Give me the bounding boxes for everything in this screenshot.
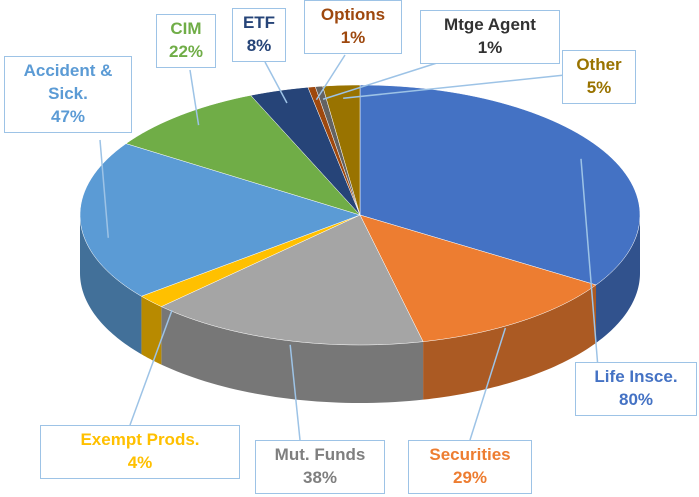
leader-line: [322, 61, 441, 100]
value-label: 8%: [246, 35, 272, 55]
slice-label: Mtge Agent 1%: [420, 10, 560, 64]
slice-side: [141, 296, 162, 365]
slice: [125, 95, 361, 216]
slice-side: [596, 215, 640, 343]
category-name: CIM: [170, 19, 202, 38]
leader-line: [189, 69, 200, 126]
slice: [359, 84, 641, 286]
value-label: 47%: [50, 106, 86, 126]
value-label: 1%: [340, 27, 366, 47]
value-label: 38%: [302, 467, 338, 487]
category-name: Mtge Agent: [444, 15, 536, 34]
category-name: Mut. Funds: [274, 445, 366, 464]
category-name: Life Insce.: [594, 367, 678, 386]
slice: [160, 214, 424, 346]
category-name: ETF: [242, 13, 276, 32]
value-label: 22%: [168, 41, 204, 61]
slice-label: Mut. Funds 38%: [255, 440, 385, 494]
slice: [322, 84, 361, 216]
value-label: 80%: [618, 389, 654, 409]
leader-line: [343, 74, 566, 100]
leader-line: [315, 54, 346, 101]
category-name: Accident & Sick.: [23, 61, 113, 103]
top-faces: [79, 84, 641, 346]
leader-line: [264, 61, 288, 104]
slice-label: Exempt Prods. 4%: [40, 425, 240, 479]
category-name: Exempt Prods.: [80, 430, 200, 449]
category-name: Other: [576, 55, 622, 74]
leader-line: [129, 310, 173, 426]
slice: [250, 87, 361, 216]
leader-line: [289, 344, 301, 441]
leader-line: [99, 139, 110, 238]
category-name: Securities: [429, 445, 511, 464]
slice-label: Securities 29%: [408, 440, 532, 494]
value-label: 1%: [477, 37, 503, 57]
slice-label: ETF 8%: [232, 8, 286, 62]
slice-label: Life Insce. 80%: [575, 362, 697, 416]
slice-label: Other 5%: [562, 50, 636, 104]
slice-label: Options 1%: [304, 0, 402, 54]
leader-line: [469, 327, 507, 441]
slice-side: [423, 284, 597, 400]
value-label: 29%: [452, 467, 488, 487]
slice: [359, 214, 597, 342]
value-label: 4%: [127, 452, 153, 472]
side-walls: [80, 215, 640, 403]
leader-line: [580, 158, 599, 369]
leader-lines: [99, 54, 599, 441]
slice-label: Accident & Sick. 47%: [4, 56, 132, 133]
slice-label: CIM 22%: [156, 14, 216, 68]
slice-side: [80, 215, 142, 355]
category-name: Options: [320, 5, 386, 24]
slice-side: [161, 306, 424, 403]
value-label: 5%: [586, 77, 612, 97]
